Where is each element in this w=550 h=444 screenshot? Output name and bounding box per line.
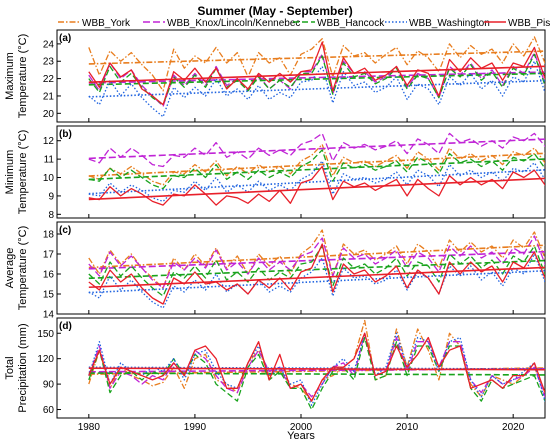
x-tick-label: 1980 <box>78 422 101 433</box>
y-axis-label: TotalPrecipitation (mm) <box>4 323 29 412</box>
x-tick-label: 2020 <box>502 422 525 433</box>
series-group <box>88 132 545 206</box>
x-tick-label: 2010 <box>396 422 419 433</box>
legend-label: WBB_York <box>82 18 131 29</box>
y-tick-label: 17 <box>43 250 55 261</box>
trend-line <box>88 372 545 376</box>
trend-line <box>88 269 545 294</box>
y-tick-label: 150 <box>37 329 54 340</box>
panel-frame <box>56 125 546 219</box>
trend-line <box>88 250 545 270</box>
y-axis-label-line: Maximum <box>4 52 16 100</box>
y-tick-label: 23 <box>43 57 55 68</box>
y-tick-label: 20 <box>43 109 55 120</box>
trend-line <box>88 152 545 177</box>
y-tick-label: 60 <box>43 405 55 416</box>
series-line <box>88 253 545 309</box>
trend-line <box>88 72 545 86</box>
legend-label: WBB_Knox/Lincoln/Kennebec <box>167 18 300 29</box>
y-tick-label: 9 <box>48 191 54 202</box>
series-line <box>88 319 545 402</box>
y-tick-label: 24 <box>43 39 55 50</box>
series-line <box>88 41 545 106</box>
trend-line <box>88 158 545 181</box>
series-group <box>88 229 545 309</box>
series-line <box>88 36 545 92</box>
series-line <box>88 165 545 206</box>
y-tick-label: 16 <box>43 270 55 281</box>
legend-label: WBB_Hancock <box>317 18 385 29</box>
panel: 8 9 10 11 12 (b) MinimumTemperature (°C) <box>4 125 546 221</box>
series-line <box>88 243 545 305</box>
panel-label: (c) <box>59 225 71 236</box>
y-tick-label: 22 <box>43 74 55 85</box>
y-axis-label-line: Total <box>4 356 16 379</box>
trend-line <box>88 266 545 289</box>
x-tick-label: 1990 <box>184 422 207 433</box>
legend-label: WBB_Piscataquis <box>508 18 550 29</box>
panel: 60 90 120 150 (d) TotalPrecipitation (mm) <box>4 317 546 419</box>
y-tick-label: 10 <box>43 173 55 184</box>
series-line <box>88 160 545 203</box>
y-tick-label: 90 <box>43 380 55 391</box>
y-tick-label: 14 <box>43 310 55 321</box>
series-line <box>88 60 545 118</box>
y-axis-label-line: Average <box>4 248 16 289</box>
trend-line <box>88 79 545 98</box>
trend-line <box>88 71 545 84</box>
y-axis-label: MinimumTemperature (°C) <box>4 130 29 214</box>
panel-label: (d) <box>59 321 72 332</box>
series-line <box>88 235 545 289</box>
y-tick-label: 12 <box>43 136 55 147</box>
y-tick-label: 11 <box>44 155 55 166</box>
series-line <box>88 51 545 108</box>
trend-line <box>88 50 545 65</box>
trend-line <box>88 138 545 160</box>
panel: 14 15 16 17 18 (c) AverageTemperature (°C) <box>4 221 546 321</box>
y-axis-label: MaximumTemperature (°C) <box>4 34 29 118</box>
series-line <box>88 336 545 411</box>
series-group <box>88 319 545 411</box>
trend-line <box>88 177 545 201</box>
y-axis-label-line: Minimum <box>4 150 16 195</box>
series-group <box>88 36 545 118</box>
series-line <box>88 332 545 398</box>
y-axis-label-line: Temperature (°C) <box>17 130 29 214</box>
chart-title: Summer (May - September) <box>197 4 352 18</box>
series-line <box>88 332 545 402</box>
trend-line <box>88 259 545 280</box>
y-tick-label: 21 <box>43 91 55 102</box>
y-tick-label: 15 <box>43 290 55 301</box>
y-axis-label-line: Precipitation (mm) <box>17 323 29 412</box>
trend-line <box>88 169 545 195</box>
legend: WBB_York WBB_Knox/Lincoln/Kennebec WBB_Han… <box>58 18 550 29</box>
x-axis-label: Years <box>287 430 315 442</box>
y-tick-label: 120 <box>37 354 54 365</box>
trend-line <box>88 65 545 84</box>
panel: 20 21 22 23 24 (a) MaximumTemperature (°C) <box>4 29 546 123</box>
x-axis: 1980 1990 2000 2010 2020 <box>78 422 525 433</box>
series-line <box>88 132 545 168</box>
series-line <box>88 149 545 190</box>
panel-label: (a) <box>59 33 71 44</box>
trend-line <box>88 244 545 269</box>
y-tick-label: 8 <box>48 210 54 221</box>
trend-line <box>88 367 545 373</box>
y-axis-label-line: Temperature (°C) <box>17 34 29 118</box>
y-axis-label: AverageTemperature (°C) <box>4 226 29 310</box>
y-axis-label-line: Temperature (°C) <box>17 226 29 310</box>
panel-label: (b) <box>59 129 72 140</box>
trend-line <box>88 367 545 371</box>
legend-label: WBB_Washington <box>409 18 490 29</box>
series-line <box>88 143 545 186</box>
series-line <box>88 229 545 289</box>
y-tick-label: 18 <box>43 230 55 241</box>
x-tick-label: 2000 <box>290 422 313 433</box>
